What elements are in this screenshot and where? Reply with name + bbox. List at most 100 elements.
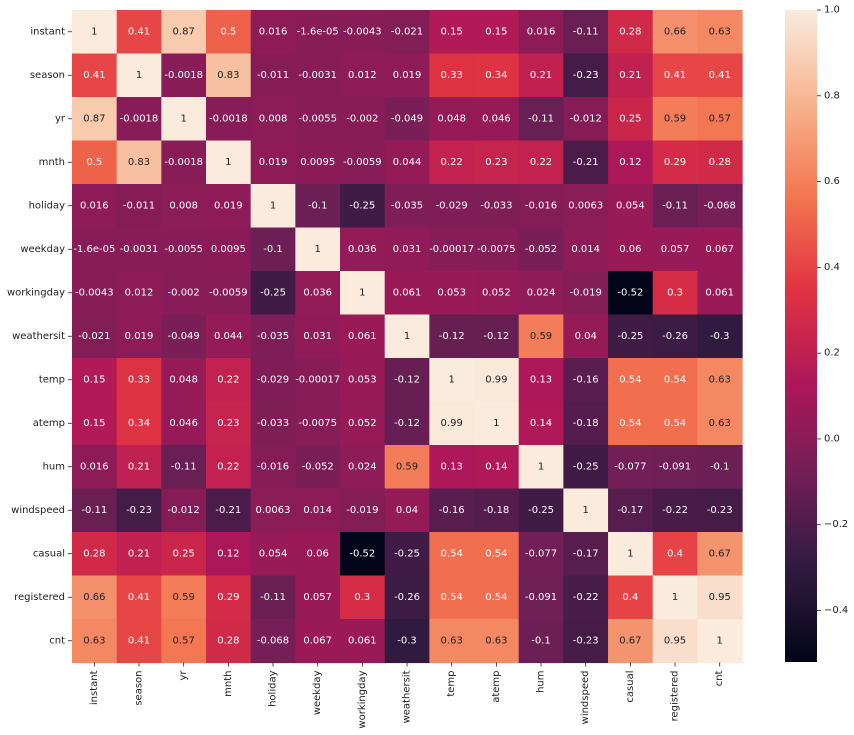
- cell-value-label: -0.25: [349, 200, 375, 211]
- heatmap-cell: [250, 445, 296, 490]
- cell-value-label: 0.053: [348, 374, 377, 385]
- heatmap-cell: [697, 271, 743, 316]
- cell-value-label: 0.87: [83, 113, 105, 124]
- heatmap-cell: [72, 532, 118, 577]
- cell-value-label: 0.12: [217, 548, 239, 559]
- cell-value-label: 0.34: [485, 70, 507, 81]
- heatmap-cell: [384, 575, 430, 620]
- cell-value-label: -0.16: [573, 374, 599, 385]
- cell-value-label: 1: [627, 548, 633, 559]
- heatmap-cell: [697, 140, 743, 185]
- cell-value-label: 0.031: [303, 331, 332, 342]
- heatmap-cell: [384, 184, 430, 229]
- cell-value-label: -0.011: [123, 200, 155, 211]
- heatmap-cell: [652, 10, 698, 55]
- cell-value-label: 0.54: [441, 592, 463, 603]
- x-tick-label: hum: [536, 671, 547, 693]
- cell-value-label: 0.0095: [300, 157, 335, 168]
- heatmap-cell: [384, 10, 430, 55]
- heatmap-cell: [116, 10, 162, 55]
- cell-value-label: -1.6e-05: [73, 244, 115, 255]
- heatmap-cell: [518, 532, 564, 577]
- heatmap-cell: [295, 53, 341, 98]
- cell-value-label: 0.25: [619, 113, 641, 124]
- heatmap-cell: [116, 271, 162, 316]
- heatmap-cell: [518, 184, 564, 229]
- cell-value-label: -0.11: [662, 200, 688, 211]
- cell-value-label: 0.83: [128, 157, 150, 168]
- cell-value-label: 0.036: [303, 287, 332, 298]
- heatmap-cell: [652, 184, 698, 229]
- heatmap-cell: [206, 445, 252, 490]
- heatmap-cell: [206, 140, 252, 185]
- cell-value-label: 0.54: [664, 374, 686, 385]
- heatmap-cell: [652, 532, 698, 577]
- cell-value-label: 1: [672, 592, 678, 603]
- heatmap-cell: [429, 97, 475, 142]
- heatmap-cell: [384, 140, 430, 185]
- cell-value-label: 0.019: [125, 331, 154, 342]
- colorbar-gradient: [785, 10, 817, 662]
- heatmap-cell: [295, 140, 341, 185]
- cell-value-label: -0.068: [704, 200, 736, 211]
- heatmap-cell: [563, 532, 609, 577]
- cell-value-label: 0.59: [396, 461, 418, 472]
- heatmap-cell: [563, 53, 609, 98]
- heatmap-cell: [340, 184, 386, 229]
- cell-value-label: -0.049: [168, 331, 200, 342]
- heatmap-cell: [474, 575, 520, 620]
- cell-value-label: 0.66: [664, 26, 686, 37]
- x-tick-label: weekday: [312, 670, 323, 715]
- cell-value-label: -0.11: [81, 505, 107, 516]
- x-axis-tick-labels: instant season yr mnth holiday weekday working…: [89, 662, 725, 729]
- cell-value-label: 0.34: [128, 418, 150, 429]
- colorbar: −0.4 −0.2 0.0 0.2 0.4 0.6 0.8 1.0: [785, 5, 848, 662]
- cell-value-label: 0.4: [622, 592, 638, 603]
- cell-value-label: 0.54: [619, 374, 641, 385]
- cell-value-label: 0.024: [527, 287, 556, 298]
- cell-value-label: 0.99: [485, 374, 507, 385]
- heatmap-cell: [652, 488, 698, 533]
- heatmap-cell: [250, 358, 296, 403]
- cell-value-label: -0.012: [570, 113, 602, 124]
- heatmap-cell: [161, 401, 207, 446]
- cell-value-label: -0.17: [617, 505, 643, 516]
- heatmap-cell: [518, 619, 564, 664]
- cell-value-label: 0.3: [354, 592, 370, 603]
- cell-value-label: 0.59: [664, 113, 686, 124]
- heatmap-cell: [518, 401, 564, 446]
- cell-value-label: 0.33: [128, 374, 150, 385]
- cell-value-label: -0.0055: [298, 113, 337, 124]
- heatmap-cell: [697, 97, 743, 142]
- heatmap-cell: [563, 10, 609, 55]
- cell-value-label: -0.00017: [295, 374, 340, 385]
- cell-value-label: 0.14: [530, 418, 552, 429]
- heatmap-cell: [206, 271, 252, 316]
- heatmap-cell: [518, 10, 564, 55]
- cell-value-label: 0.057: [303, 592, 332, 603]
- cell-value-label: 0.41: [128, 26, 150, 37]
- heatmap-cell: [608, 140, 654, 185]
- heatmap-cell: [206, 314, 252, 359]
- y-tick-label: hum: [43, 461, 65, 472]
- heatmap-cell: [340, 445, 386, 490]
- cell-value-label: 0.25: [173, 548, 195, 559]
- cell-value-label: 0.63: [709, 374, 731, 385]
- cell-value-label: 1: [449, 374, 455, 385]
- cell-value-label: -0.002: [346, 113, 378, 124]
- heatmap-cell: [340, 488, 386, 533]
- heatmap-cell: [608, 358, 654, 403]
- cell-value-label: -0.26: [394, 592, 420, 603]
- heatmap-cell: [161, 619, 207, 664]
- heatmap-cell: [161, 532, 207, 577]
- heatmap-cell: [161, 445, 207, 490]
- heatmap-cell: [206, 227, 252, 272]
- x-tick-label: season: [134, 671, 145, 706]
- heatmap-cell: [697, 314, 743, 359]
- heatmap-cell: [250, 97, 296, 142]
- heatmap-annotations: 1 0.41 0.87 0.5 0.016 -1.6e-05 -0.0043 -0.021 0.…: [73, 26, 736, 646]
- heatmap-cell: [250, 488, 296, 533]
- cell-value-label: -0.0055: [164, 244, 203, 255]
- heatmap-cell: [474, 184, 520, 229]
- heatmap-cell: [161, 140, 207, 185]
